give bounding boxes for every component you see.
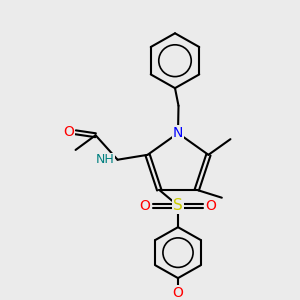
Text: NH: NH <box>96 153 115 166</box>
Text: O: O <box>140 199 150 213</box>
Text: S: S <box>173 198 183 213</box>
Text: O: O <box>206 199 216 213</box>
Text: O: O <box>172 286 183 300</box>
Text: N: N <box>173 126 183 140</box>
Text: O: O <box>63 125 74 139</box>
